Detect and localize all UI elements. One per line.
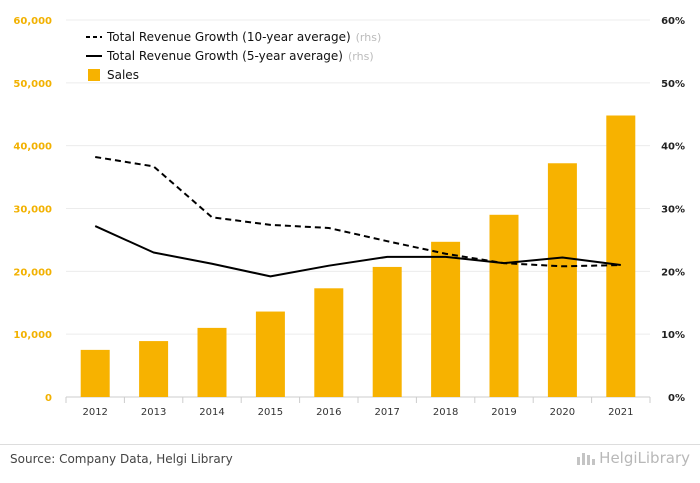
helgi-library-logo: HelgiLibrary bbox=[577, 449, 690, 467]
footer-divider bbox=[0, 444, 700, 445]
bar bbox=[197, 327, 227, 397]
y-right-tick-label: 10% bbox=[661, 330, 685, 341]
library-icon bbox=[577, 451, 596, 465]
y-left-tick-label: 20,000 bbox=[13, 267, 52, 278]
y-right-tick-label: 50% bbox=[661, 79, 685, 90]
bar bbox=[489, 214, 519, 397]
x-tick-label: 2019 bbox=[491, 407, 516, 418]
bar bbox=[80, 349, 110, 397]
x-tick-label: 2016 bbox=[316, 407, 341, 418]
y-left-tick-label: 10,000 bbox=[13, 330, 52, 341]
y-axis-right: 0% 10% 20% 30% 40% 50% 60% bbox=[661, 16, 685, 404]
x-tick-label: 2014 bbox=[199, 407, 224, 418]
bar bbox=[547, 163, 577, 397]
logo-text: HelgiLibrary bbox=[599, 449, 690, 467]
legend-label: Total Revenue Growth (10-year average) (r… bbox=[106, 30, 381, 44]
bar bbox=[139, 341, 169, 397]
bar bbox=[431, 241, 461, 397]
x-tick-label: 2018 bbox=[433, 407, 458, 418]
y-left-tick-label: 60,000 bbox=[13, 16, 52, 27]
gridlines bbox=[66, 19, 650, 398]
legend-axis-note: (rhs) bbox=[356, 31, 382, 44]
chart: 0 10,000 20,000 30,000 40,000 50,000 60,000 0%… bbox=[13, 16, 685, 418]
x-tick-label: 2015 bbox=[258, 407, 283, 418]
x-tick-label: 2021 bbox=[608, 407, 633, 418]
y-right-tick-label: 0% bbox=[668, 393, 685, 404]
line-series bbox=[94, 155, 621, 278]
line-5yr-avg bbox=[94, 225, 621, 278]
legend-series-name: Total Revenue Growth (10-year average) bbox=[106, 30, 351, 44]
legend: Total Revenue Growth (10-year average) (r… bbox=[86, 30, 381, 82]
y-left-tick-label: 40,000 bbox=[13, 142, 52, 153]
y-left-tick-label: 0 bbox=[45, 393, 52, 404]
y-right-tick-label: 60% bbox=[661, 16, 685, 27]
bar bbox=[606, 115, 636, 398]
bar bbox=[314, 288, 344, 397]
y-right-tick-label: 30% bbox=[661, 205, 685, 216]
y-right-tick-label: 40% bbox=[661, 142, 685, 153]
source-note: Source: Company Data, Helgi Library bbox=[10, 452, 233, 466]
legend-series-name: Total Revenue Growth (5-year average) bbox=[106, 49, 343, 63]
x-axis: 2012 2013 2014 2015 2016 2017 2018 2019 2020 2021 bbox=[65, 397, 651, 418]
bar bbox=[255, 311, 285, 397]
x-tick-label: 2013 bbox=[141, 407, 166, 418]
legend-label: Sales bbox=[107, 68, 139, 82]
bar-series bbox=[80, 115, 636, 398]
y-left-tick-label: 50,000 bbox=[13, 79, 52, 90]
legend-swatch-bar bbox=[88, 69, 100, 81]
y-left-tick-label: 30,000 bbox=[13, 205, 52, 216]
x-tick-label: 2012 bbox=[82, 407, 107, 418]
x-tick-label: 2020 bbox=[550, 407, 575, 418]
legend-axis-note: (rhs) bbox=[348, 50, 374, 63]
bar bbox=[372, 266, 402, 397]
y-axis-left: 0 10,000 20,000 30,000 40,000 50,000 60,000 bbox=[13, 16, 52, 404]
y-right-tick-label: 20% bbox=[661, 267, 685, 278]
legend-label: Total Revenue Growth (5-year average) (rh… bbox=[106, 49, 374, 63]
line-10yr-avg bbox=[95, 155, 621, 268]
legend-series-name: Sales bbox=[107, 68, 139, 82]
x-tick-label: 2017 bbox=[374, 407, 399, 418]
